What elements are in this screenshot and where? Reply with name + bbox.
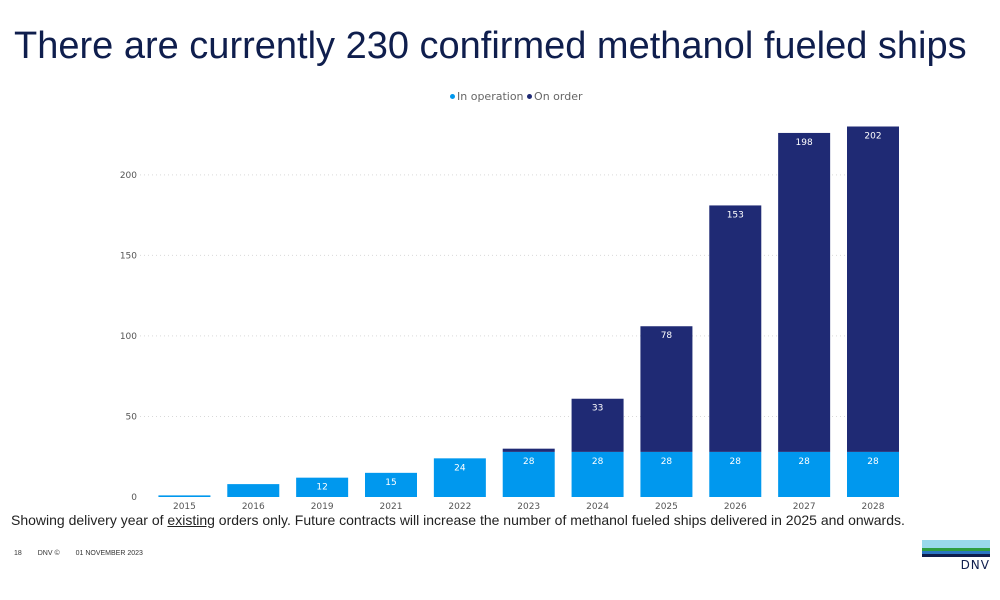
data-label-in-operation: 24 (454, 463, 466, 473)
data-label-on-order: 202 (864, 132, 881, 142)
x-tick-label: 2015 (173, 502, 196, 512)
data-label-in-operation: 12 (316, 483, 327, 493)
data-label-in-operation: 28 (661, 457, 673, 467)
logo-stripe (922, 540, 990, 548)
bar-on-order (778, 132, 831, 452)
legend-label-on-order: On order (534, 90, 583, 103)
logo-stripe (922, 551, 990, 554)
data-label-in-operation: 28 (730, 457, 742, 467)
bar-in-operation (778, 451, 831, 497)
legend-swatch-on-order (527, 94, 533, 99)
y-tick-label: 0 (131, 493, 137, 503)
bar-in-operation (709, 451, 762, 497)
legend-item-in-operation: In operation (450, 90, 527, 103)
chart-legend: In operation On order (450, 90, 583, 103)
bar-in-operation (227, 484, 280, 497)
x-tick-label: 2023 (517, 502, 540, 512)
dnv-logo: DNV (922, 540, 990, 572)
data-label-on-order: 153 (727, 210, 744, 220)
x-tick-label: 2022 (448, 502, 471, 512)
data-label-in-operation: 28 (523, 457, 535, 467)
bar-on-order (502, 448, 555, 452)
legend-swatch-in-operation (450, 94, 455, 99)
stacked-bar-chart: 0 50 100 150 200 12 15 24 28 33 28 78 28 153 28 198 28 2… (120, 126, 899, 512)
y-tick-label: 50 (126, 412, 138, 422)
bar-in-operation (158, 495, 211, 497)
logo-stripe (922, 554, 990, 557)
bars-layer (158, 126, 899, 497)
bar-in-operation (365, 472, 417, 497)
bar-on-order (640, 326, 693, 452)
footnote-text-end: orders only. Future contracts will incre… (214, 512, 905, 528)
x-tick-label: 2026 (724, 502, 747, 512)
data-label-on-order: 198 (796, 138, 813, 148)
slide-title: There are currently 230 confirmed methan… (14, 25, 967, 67)
footer-date: 01 NOVEMBER 2023 (75, 550, 143, 557)
x-axis-ticks: 2015 2016 2019 2021 2022 2023 2024 2025 2026 2027… (173, 502, 885, 512)
y-tick-label: 100 (120, 332, 137, 342)
bar-on-order (709, 205, 762, 452)
bar-in-operation (640, 451, 693, 497)
footnote-text-start: Showing delivery year of (11, 512, 168, 528)
x-tick-label: 2025 (655, 502, 678, 512)
x-tick-label: 2028 (862, 502, 885, 512)
x-tick-label: 2024 (586, 502, 609, 512)
y-tick-label: 150 (120, 251, 137, 261)
bar-in-operation (502, 451, 555, 497)
footnote-underlined-word: existing (167, 512, 215, 528)
x-tick-label: 2021 (380, 502, 403, 512)
data-label-in-operation: 28 (867, 457, 879, 467)
data-label-on-order: 33 (592, 404, 603, 414)
x-tick-label: 2016 (242, 502, 265, 512)
y-tick-label: 200 (120, 171, 137, 181)
footer-copyright: DNV © (37, 550, 60, 557)
x-tick-label: 2027 (793, 502, 816, 512)
bar-on-order (847, 126, 899, 452)
footnote: Showing delivery year of existing orders… (11, 512, 905, 528)
data-label-in-operation: 28 (798, 457, 810, 467)
legend-item-on-order: On order (527, 90, 583, 103)
logo-stripe (922, 548, 990, 551)
data-label-on-order: 78 (661, 331, 673, 341)
data-labels-layer: 12 15 24 28 33 28 78 28 153 28 198 28 202 28 (316, 132, 881, 493)
slide-footer: 18 DNV © 01 NOVEMBER 2023 (14, 550, 157, 557)
y-axis-ticks: 0 50 100 150 200 (120, 171, 137, 503)
bar-in-operation (296, 477, 349, 497)
grid-layer (140, 174, 885, 417)
bar-on-order (571, 398, 624, 452)
bar-in-operation (571, 451, 624, 497)
x-tick-label: 2019 (311, 502, 334, 512)
data-label-in-operation: 28 (592, 457, 604, 467)
logo-text: DNV (960, 558, 990, 572)
data-label-in-operation: 15 (385, 478, 396, 488)
legend-label-in-operation: In operation (457, 90, 524, 103)
page-number: 18 (14, 550, 22, 557)
bar-in-operation (847, 451, 899, 497)
bar-in-operation (433, 458, 486, 497)
